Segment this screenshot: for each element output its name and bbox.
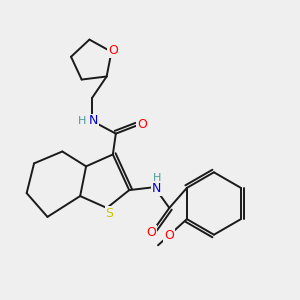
Text: O: O	[108, 44, 118, 57]
Text: S: S	[105, 207, 113, 220]
Text: H: H	[153, 173, 161, 183]
Text: N: N	[152, 182, 161, 195]
Text: O: O	[164, 229, 174, 242]
Text: N: N	[89, 114, 98, 128]
Text: O: O	[146, 226, 156, 239]
Text: H: H	[78, 116, 87, 126]
Text: O: O	[137, 118, 147, 130]
